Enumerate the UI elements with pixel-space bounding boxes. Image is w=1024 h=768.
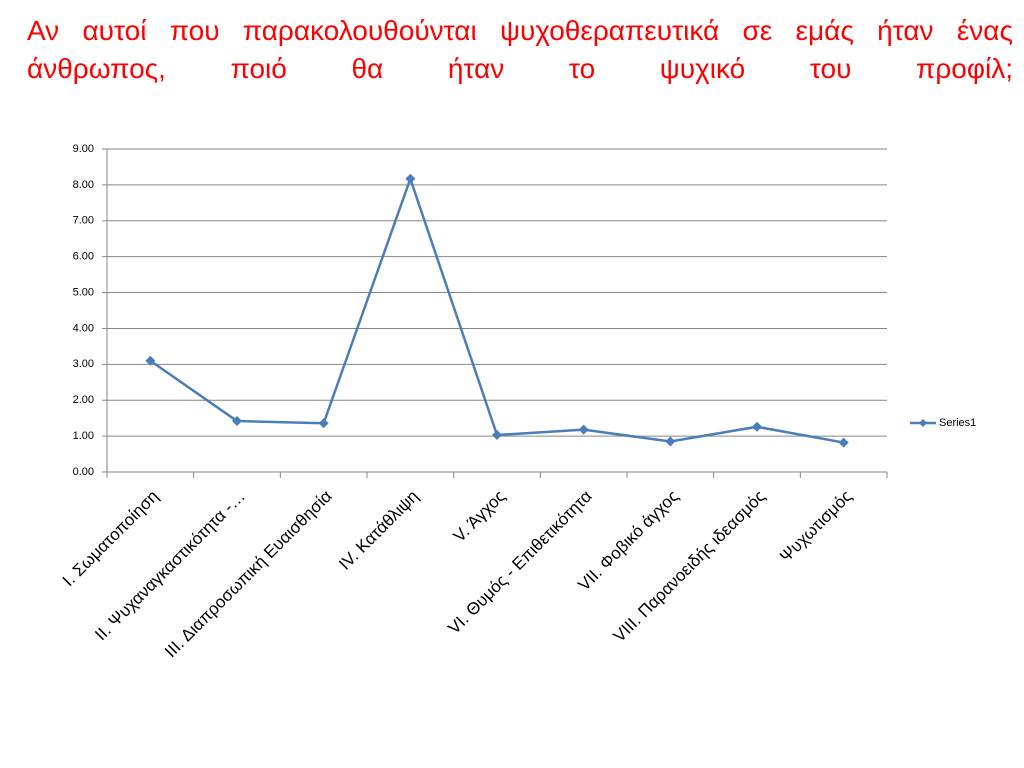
y-tick-label: 3.00: [73, 358, 94, 370]
x-tick-label: VIII. Παρανοειδής ιδεασμός: [610, 487, 769, 646]
slide-title: Αν αυτοί που παρακολουθούνται ψυχοθεραπε…: [27, 15, 1013, 84]
legend-label: Series1: [939, 417, 976, 429]
x-tick-label: Ψυχωτισμός: [776, 487, 856, 567]
data-marker: [665, 436, 676, 447]
y-tick-label: 6.00: [73, 251, 94, 263]
x-tick-label: V. Άγχος: [450, 487, 509, 546]
data-marker: [752, 421, 762, 432]
y-tick-label: 2.00: [73, 394, 94, 406]
y-tick-label: 9.00: [73, 143, 94, 155]
legend-marker: [919, 419, 927, 427]
data-line: [149, 177, 844, 444]
y-tick-label: 7.00: [73, 215, 94, 227]
y-tick-label: 0.00: [73, 466, 94, 478]
x-tick-label: VI. Θυμός - Επιθετικότητα: [444, 486, 595, 637]
y-tick-label: 4.00: [73, 322, 94, 334]
data-marker: [492, 430, 502, 441]
data-marker: [838, 437, 849, 448]
x-tick-label: ΙV. Κατάθλιψη: [335, 487, 422, 574]
y-tick-label: 1.00: [73, 430, 94, 442]
x-tick-label: ΙΙΙ. Διαπροσωπική Ευαισθησία: [161, 486, 336, 661]
data-marker: [145, 355, 156, 366]
y-tick-label: 8.00: [73, 179, 94, 191]
data-marker: [318, 418, 329, 429]
data-marker: [232, 416, 242, 427]
data-marker: [405, 173, 416, 184]
y-tick-label: 5.00: [73, 286, 94, 298]
data-marker: [578, 424, 589, 435]
x-tick-label: ΙΙ. Ψυχαναγκαστικότητα -…: [91, 487, 249, 645]
